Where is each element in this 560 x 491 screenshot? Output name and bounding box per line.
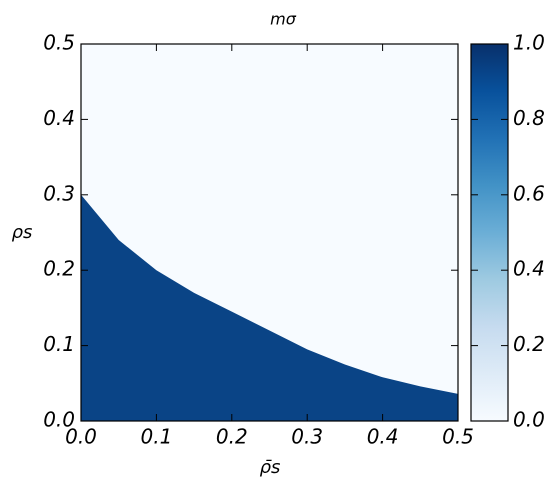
x-tick-label: 0.2	[216, 425, 248, 449]
chart-title: mσ	[270, 10, 297, 29]
y-axis-label: ρs	[12, 222, 33, 243]
colorbar-tick-label: 0.2	[513, 332, 545, 356]
x-axis-label: ρ̄s	[260, 457, 281, 478]
colorbar-tick-label: 0.4	[513, 257, 545, 281]
y-tick-label: 0.3	[43, 181, 75, 205]
x-tick-label: 0.5	[442, 425, 474, 449]
area	[81, 194, 458, 421]
y-tick-label: 0.2	[43, 257, 75, 281]
x-tick-label: 0.1	[140, 425, 172, 449]
colorbar-tick-label: 1.0	[513, 31, 545, 55]
y-tick-label: 0.1	[43, 332, 75, 356]
x-tick-label: 0.0	[65, 425, 97, 449]
colorbar-tick-label: 0.0	[513, 408, 545, 432]
y-tick-label: 0.0	[43, 408, 75, 432]
x-tick-label: 0.3	[291, 425, 323, 449]
colorbar	[470, 43, 509, 422]
x-tick-label: 0.4	[367, 425, 399, 449]
plot-frame	[80, 43, 459, 422]
colorbar-tick-label: 0.8	[513, 106, 545, 130]
y-tick-label: 0.4	[43, 106, 75, 130]
colorbar-tick-label: 0.6	[513, 181, 545, 205]
y-tick-label: 0.5	[43, 31, 75, 55]
